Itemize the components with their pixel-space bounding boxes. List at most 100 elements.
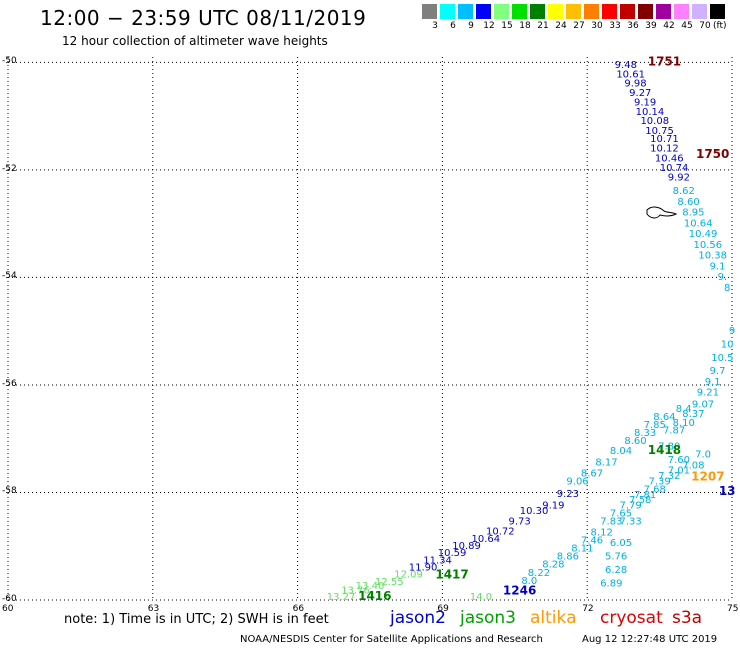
wave-height-value: 11.34 (423, 555, 452, 566)
wave-height-value: 7.32 (658, 471, 680, 482)
wave-height-value: 8 (724, 283, 730, 294)
color-scale-label: 33 (609, 21, 621, 31)
wave-height-value: 10.64 (684, 218, 713, 229)
color-scale-label: 30 (591, 21, 603, 31)
wave-height-value: 8.67 (581, 468, 603, 479)
wave-height-value: 9.7 (710, 366, 726, 377)
legend-item-cryosat: cryosat (600, 608, 663, 628)
lon-tick-label: 69 (437, 604, 449, 614)
wave-height-value: 9.1 (710, 261, 726, 272)
color-scale-label: 6 (450, 21, 456, 31)
wave-height-value: 10.46 (655, 153, 684, 164)
color-swatch (494, 4, 509, 19)
color-scale-label: 39 (645, 21, 657, 31)
lon-tick-label: 60 (2, 604, 14, 614)
color-swatch (710, 4, 725, 19)
wave-height-value: 10.56 (694, 240, 723, 251)
wave-height-value: 9.92 (668, 173, 690, 184)
wave-height-value: 10.59 (438, 548, 467, 559)
wave-height-value: 10.71 (650, 134, 679, 145)
wave-height-value: 10.49 (689, 229, 718, 240)
pass-time-label: 1417 (435, 567, 468, 581)
wave-height-value: 9 (729, 326, 735, 337)
credit-text: NOAA/NESDIS Center for Satellite Applica… (240, 634, 543, 645)
legend-item-altika: altika (530, 608, 577, 628)
wave-height-value: 8.12 (591, 527, 613, 538)
lon-tick-label: 63 (147, 604, 160, 614)
wave-height-value: 8.60 (624, 436, 646, 447)
wave-height-value: 8.10 (673, 418, 695, 429)
wave-height-value: 10.64 (472, 534, 501, 545)
lat-tick-label: -52 (2, 163, 17, 174)
wave-height-value: 8.95 (682, 208, 704, 219)
color-swatch (548, 4, 563, 19)
wave-height-value: 7.65 (610, 509, 632, 520)
lat-tick-label: -60 (2, 594, 17, 604)
island-outline (646, 206, 678, 219)
wave-height-value: 12.55 (375, 577, 404, 588)
pass-time-label: 1246 (503, 584, 536, 598)
wave-height-value: 7.08 (682, 460, 704, 471)
legend-item-jason2: jason2 (390, 608, 446, 628)
wave-height-value: 9.27 (629, 88, 651, 99)
lon-tick-label: 66 (292, 604, 305, 614)
lat-tick-label: -50 (2, 56, 17, 67)
color-scale-label: 12 (483, 21, 495, 31)
wave-height-value: 10.08 (640, 116, 669, 127)
pass-time-label: 1416 (358, 589, 391, 603)
pass-time-label: 13 (719, 484, 736, 498)
pass-time-label: 1418 (648, 443, 681, 457)
wave-height-value: 10.30 (520, 506, 549, 517)
wave-height-value: 9. (718, 272, 728, 283)
wave-height-value: 8.0 (521, 576, 537, 587)
map-subtitle: 12 hour collection of altimeter wave hei… (62, 34, 328, 48)
wave-height-value: 9.21 (697, 388, 719, 399)
color-scale-label: 27 (573, 21, 585, 31)
wave-height-value: 10.61 (616, 69, 645, 80)
color-swatch (674, 4, 689, 19)
color-swatch (422, 4, 437, 19)
wave-height-value: 9.48 (615, 60, 637, 71)
note-text: note: 1) Time is in UTC; 2) SWH is in fe… (64, 612, 329, 627)
wave-height-value: 7.83 (600, 517, 622, 528)
wave-height-value: 8.4 (676, 404, 692, 415)
color-swatch (638, 4, 653, 19)
wave-height-value: 8.62 (673, 186, 695, 197)
color-swatch (692, 4, 707, 19)
wave-height-value: 7.87 (663, 425, 685, 436)
wave-height-value: 8.22 (528, 568, 550, 579)
lat-tick-label: -58 (2, 486, 17, 497)
color-scale-label: 15 (501, 21, 513, 31)
wave-height-value: 8.11 (571, 544, 593, 555)
color-swatch (656, 4, 671, 19)
wave-height-marks: 9.4810.619.989.279.1910.1410.0810.7510.7… (327, 55, 736, 603)
color-scale-label: 45 (681, 21, 693, 31)
wave-height-value: 7.58 (629, 495, 651, 506)
wave-height-value: 10 (721, 339, 734, 350)
wave-height-value: 14.0 (470, 592, 492, 603)
color-scale-label: 9 (468, 21, 474, 31)
wave-height-value: 8.33 (634, 428, 656, 439)
wave-height-value: 10.5 (711, 353, 733, 364)
wave-height-value: 10.75 (645, 126, 674, 137)
map-title: 12:00 − 23:59 UTC 08/11/2019 (40, 6, 367, 30)
color-scale-label: 21 (537, 21, 549, 31)
color-swatch (584, 4, 599, 19)
wave-height-value: 7.01 (668, 466, 690, 477)
wave-height-value: 10.38 (698, 251, 727, 262)
wave-height-value: 7.60 (668, 455, 690, 466)
wave-height-value: 8.04 (610, 446, 632, 457)
color-swatch (566, 4, 581, 19)
wave-height-value: 7.81 (634, 490, 656, 501)
lon-tick-label: 72 (582, 604, 594, 614)
wave-height-value: 8.28 (542, 560, 564, 571)
wave-height-value: 8.60 (677, 197, 699, 208)
pass-time-label: 1207 (691, 470, 724, 484)
color-swatch (530, 4, 545, 19)
wave-height-value: 11.90 (409, 562, 438, 573)
wave-height-value: 10.72 (486, 526, 515, 537)
wave-height-value: 7.46 (581, 536, 603, 547)
wave-height-value: 5.76 (605, 552, 627, 563)
lon-tick-label: 75 (727, 604, 739, 614)
